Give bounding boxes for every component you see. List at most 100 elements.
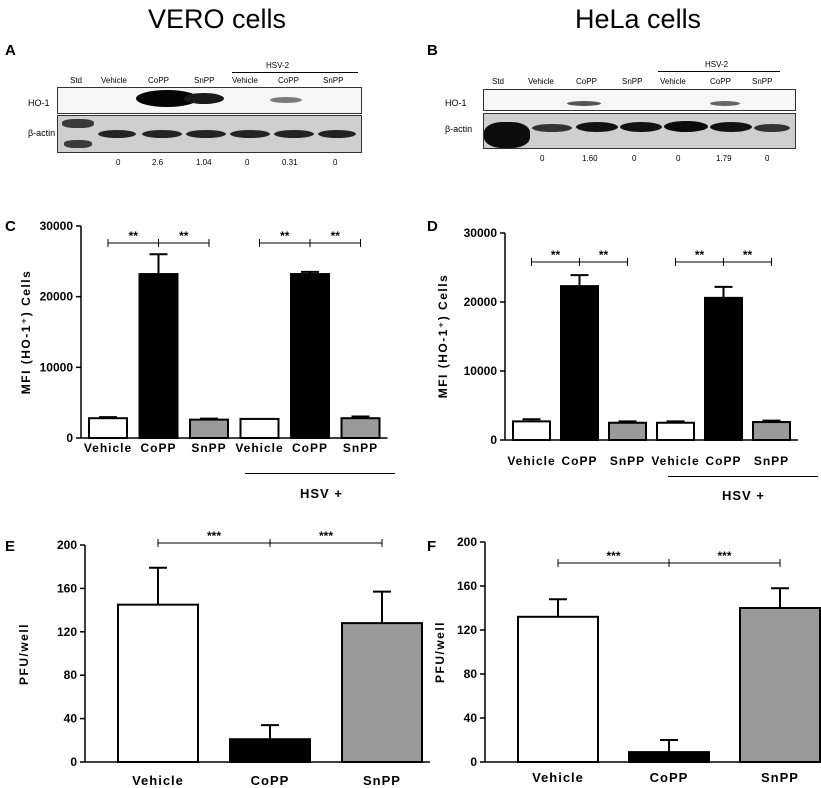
blot-a-std-blob-2 xyxy=(64,140,92,148)
blot-b-quant-2: 1.60 xyxy=(582,154,598,163)
chart-f-ytick-label-3: 120 xyxy=(457,623,477,637)
chart-e-ytick-label-2: 80 xyxy=(64,668,78,682)
blot-b-ho1-band-copp xyxy=(567,101,601,106)
chart-f-sig-label-0: *** xyxy=(606,549,620,563)
chart-d-category-label-3: Vehicle xyxy=(651,454,699,468)
blot-a-ho1-strip xyxy=(57,87,362,114)
panel-letter-c: C xyxy=(5,218,16,235)
chart-f-ytick-label-2: 80 xyxy=(464,667,478,681)
blot-b-actin-band-3 xyxy=(620,122,662,132)
blot-b-actin-band-2 xyxy=(576,122,618,132)
panel-letter-a: A xyxy=(5,42,16,59)
blot-a-actin-band-4 xyxy=(230,130,270,138)
chart-c-category-label-1: CoPP xyxy=(140,441,176,455)
chart-d-category-label-4: CoPP xyxy=(705,454,741,468)
chart-c-sig-label-2: ** xyxy=(280,229,290,243)
chart-e-ylabel: PFU/well xyxy=(17,623,31,685)
panel-letter-f: F xyxy=(427,538,437,555)
blot-a-hsv-line xyxy=(232,72,358,73)
blot-a-lane-std: Std xyxy=(70,76,83,85)
blot-b-actin-strip xyxy=(483,113,796,149)
chart-d-bar-4-copp xyxy=(704,296,743,441)
chart-c-bar-5-snpp xyxy=(340,417,381,440)
chart-f-category-label-2: SnPP xyxy=(761,770,799,785)
chart-e-ytick-label-1: 40 xyxy=(64,712,78,726)
chart-f-ylabel: PFU/well xyxy=(433,621,447,683)
blot-b-actin-band-1 xyxy=(532,124,572,132)
chart-f-ytick-label-5: 200 xyxy=(457,535,477,549)
chart-c-bar-1-copp xyxy=(138,273,179,440)
chart-d-bar-5-snpp xyxy=(752,421,791,441)
chart-f-ytick-label-0: 0 xyxy=(470,755,477,769)
blot-b-hsv-header: HSV-2 xyxy=(705,60,729,69)
blot-b-quant-3: 0 xyxy=(632,154,637,163)
chart-c-category-label-4: CoPP xyxy=(292,441,328,455)
chart-c-ytick-label-3: 30000 xyxy=(40,219,74,233)
blot-a-ho1-band-copp xyxy=(136,90,198,107)
chart-f-ytick-label-1: 40 xyxy=(464,711,478,725)
chart-c-category-label-2: SnPP xyxy=(191,441,226,455)
blot-a-std-blob-1 xyxy=(62,119,94,128)
chart-c-ytick-label-2: 20000 xyxy=(40,290,74,304)
chart-c-ytick-label-1: 10000 xyxy=(40,360,74,374)
blot-a-quant-4: 0 xyxy=(245,158,250,167)
blot-b-lane-copp-hsv: CoPP xyxy=(710,77,731,86)
blot-b-row-actin: β-actin xyxy=(445,124,473,134)
chart-d-ytick-label-1: 10000 xyxy=(464,364,498,378)
blot-a-hsv-header: HSV-2 xyxy=(266,61,290,70)
blot-a-ho1-band-copp-hsv xyxy=(270,97,302,103)
chart-e-category-label-2: SnPP xyxy=(363,773,401,788)
chart-c-sig-label-3: ** xyxy=(331,229,341,243)
hsv-plus-label-c: HSV + xyxy=(300,486,343,501)
chart-d-sig-label-3: ** xyxy=(743,248,753,262)
chart-f-bar-0-vehicle xyxy=(517,615,599,763)
chart-d-sig-label-2: ** xyxy=(695,248,705,262)
blot-a-quant-6: 0 xyxy=(333,158,338,167)
blot-b-hsv-line xyxy=(658,71,780,72)
chart-e-bar-1-copp xyxy=(229,738,311,764)
chart-f-ytick-label-4: 160 xyxy=(457,579,477,593)
blot-b-actin-band-6 xyxy=(754,124,790,132)
panel-letter-b: B xyxy=(427,42,438,59)
blot-b-actin-band-4 xyxy=(664,121,708,132)
chart-e-sig-label-1: *** xyxy=(319,529,333,543)
chart-d-sig-label-0: ** xyxy=(551,248,561,262)
chart-e-sig-label-0: *** xyxy=(207,529,221,543)
chart-d-ytick-label-3: 30000 xyxy=(464,226,498,240)
chart-f-bar-1-copp xyxy=(628,751,710,763)
chart-e-ytick-label-5: 200 xyxy=(57,538,77,552)
chart-c-ylabel: MFI (HO-1⁺) Cells xyxy=(19,270,33,395)
blot-a-ho1-band-snpp xyxy=(184,93,224,104)
chart-c-bar-3-vehicle xyxy=(239,417,280,440)
title-hela: HeLa cells xyxy=(575,4,702,34)
blot-b-lane-vehicle-hsv: Vehicle xyxy=(660,77,686,86)
blot-a-actin-band-3 xyxy=(186,130,226,138)
chart-c-category-label-0: Vehicle xyxy=(84,441,132,455)
chart-d-ytick-label-0: 0 xyxy=(490,433,497,447)
blot-a-lane-vehicle: Vehicle xyxy=(101,76,127,85)
blot-b-row-ho1: HO-1 xyxy=(445,98,467,108)
chart-c-bar-2-snpp xyxy=(189,418,229,440)
blot-b-lane-snpp: SnPP xyxy=(622,77,643,86)
chart-d-category-label-0: Vehicle xyxy=(507,454,555,468)
blot-a-quant-5: 0.31 xyxy=(282,158,298,167)
panel-letter-e: E xyxy=(5,538,16,555)
chart-d-bar-2-snpp xyxy=(608,421,647,441)
chart-d-bar-1-copp xyxy=(560,285,599,441)
chart-c-ytick-label-0: 0 xyxy=(66,431,73,445)
chart-f-category-label-0: Vehicle xyxy=(532,770,584,785)
blot-a-lane-vehicle-hsv: Vehicle xyxy=(232,76,258,85)
chart-d-category-label-1: CoPP xyxy=(561,454,597,468)
chart-e-ytick-label-4: 160 xyxy=(57,581,77,595)
title-vero: VERO cells xyxy=(148,4,287,34)
blot-a-row-actin: β-actin xyxy=(28,128,56,138)
blot-a-lane-snpp: SnPP xyxy=(194,76,215,85)
chart-c-category-label-5: SnPP xyxy=(343,441,378,455)
chart-c-sig-label-1: ** xyxy=(179,229,189,243)
hsv-plus-line-d xyxy=(668,476,818,477)
blot-b-actin-band-5 xyxy=(710,122,752,132)
blot-a-actin-strip xyxy=(57,115,362,153)
chart-e-category-label-1: CoPP xyxy=(251,773,290,788)
blot-b-lane-snpp-hsv: SnPP xyxy=(752,77,773,86)
blot-b-quant-5: 1.79 xyxy=(716,154,732,163)
